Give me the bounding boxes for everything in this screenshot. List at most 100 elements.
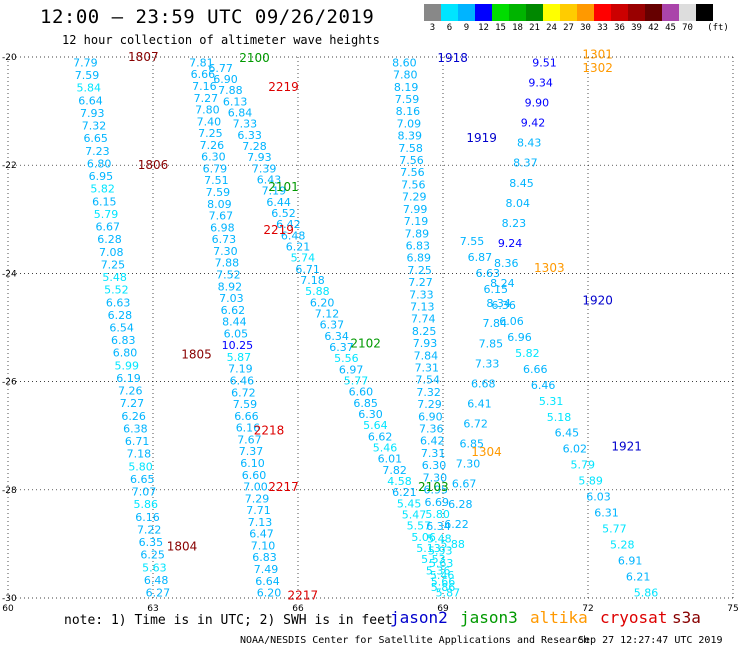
wave-height-point: 7.52: [216, 268, 241, 281]
wave-height-point: 6.10: [240, 457, 265, 470]
wave-height-point: 6.34: [324, 330, 349, 343]
wave-height-point: 6.64: [255, 575, 280, 588]
scale-swatch: [560, 4, 577, 21]
wave-height-point: 9.42: [521, 117, 546, 130]
page-subtitle: 12 hour collection of altimeter wave hei…: [62, 33, 380, 47]
wave-height-point: 7.80: [393, 69, 418, 82]
x-tick-label: 66: [292, 604, 304, 614]
scale-label: 30: [580, 23, 591, 33]
wave-height-point: 7.18: [300, 274, 325, 287]
wave-height-point: 6.71: [125, 435, 150, 448]
wave-height-point: 6.42: [420, 435, 445, 448]
wave-height-point: 6.41: [467, 397, 492, 410]
wave-height-point: 6.85: [460, 438, 485, 451]
wave-height-point: 6.21: [392, 486, 417, 499]
wave-height-point: 7.93: [413, 337, 438, 350]
wave-height-point: 6.30: [201, 151, 226, 164]
wave-height-point: 5.86: [634, 587, 659, 600]
wave-height-point: 5.46: [373, 441, 398, 454]
scale-swatch: [594, 4, 611, 21]
wave-height-point: 7.27: [120, 397, 145, 410]
wave-height-point: 6.95: [89, 170, 114, 183]
wave-height-point: 7.59: [75, 69, 100, 82]
wave-height-point: 10.25: [222, 339, 254, 352]
wave-height-point: 7.26: [200, 139, 225, 152]
wave-height-point: 6.48: [281, 229, 306, 242]
wave-height-point: 7.36: [419, 423, 444, 436]
wave-height-point: 7.93: [247, 151, 272, 164]
wave-height-point: 6.44: [266, 196, 291, 209]
wave-height-point: 6.42: [276, 218, 301, 231]
wave-height-point: 6.36: [491, 299, 516, 312]
y-tick-label: -24: [2, 269, 17, 279]
wave-height-point: 7.25: [198, 127, 223, 140]
wave-height-point: 5.99: [115, 359, 140, 372]
y-tick-label: -26: [2, 378, 17, 388]
pass-time-label: 1918: [437, 51, 468, 65]
page-title: 12:00 – 23:59 UTC 09/26/2019: [40, 6, 375, 28]
wave-height-point: 7.67: [209, 210, 234, 223]
wave-height-point: 6.48: [144, 574, 169, 587]
wave-height-point: 7.80: [195, 104, 220, 117]
wave-height-point: 5.66: [431, 575, 456, 588]
generated-timestamp: Sep 27 12:27:47 UTC 2019: [578, 635, 723, 646]
scale-swatch: [509, 4, 526, 21]
pass-time-label: 1920: [582, 293, 613, 307]
wave-height-point: 8.34: [486, 297, 511, 310]
wave-height-point: 6.72: [231, 386, 256, 399]
wave-height-point: 7.25: [101, 258, 126, 271]
wave-height-point: 7.59: [233, 398, 258, 411]
wave-height-point: 7.19: [404, 215, 429, 228]
wave-height-point: 8.23: [502, 217, 527, 230]
wave-height-point: 8.60: [392, 56, 417, 69]
wave-height-point: 5.56: [334, 352, 359, 365]
scale-label: 3: [429, 23, 436, 33]
wave-height-point: 7.19: [228, 363, 253, 376]
wave-height-point: 7.74: [411, 313, 436, 326]
wave-height-point: 5.87: [227, 351, 252, 364]
wave-height-point: 7.13: [410, 300, 435, 313]
wave-height-point: 5.86: [431, 581, 456, 594]
wave-height-point: 8.36: [494, 257, 519, 270]
wave-height-point: 7.27: [408, 276, 433, 289]
wave-height-point: 7.33: [409, 288, 434, 301]
wave-height-point: 6.28: [97, 233, 122, 246]
wave-height-point: 7.67: [237, 433, 262, 446]
pass-time-label: 1921: [611, 440, 642, 454]
wave-height-point: 6.83: [111, 334, 136, 347]
wave-height-point: 7.32: [82, 120, 107, 133]
wave-height-point: 7.58: [398, 142, 423, 155]
x-tick-label: 63: [147, 604, 158, 614]
wave-height-point: 7.13: [248, 516, 273, 529]
wave-height-point: 6.87: [468, 251, 493, 264]
wave-height-point: 6.47: [249, 528, 274, 541]
wave-height-point: 6.65: [130, 473, 155, 486]
wave-height-point: 6.46: [531, 379, 556, 392]
pass-time-label: 2101: [268, 180, 299, 194]
pass-time-label: 2102: [350, 337, 381, 351]
scale-label: 42: [648, 23, 659, 33]
scale-swatch: [696, 4, 713, 21]
wave-height-point: 6.30: [358, 408, 383, 421]
wave-height-point: 5.79: [94, 208, 119, 221]
scale-label: 21: [529, 23, 540, 33]
wave-height-point: 7.37: [239, 445, 264, 458]
wave-height-point: 6.66: [234, 410, 259, 423]
scale-swatch: [475, 4, 492, 21]
wave-height-point: 7.88: [215, 257, 240, 270]
scale-label: 24: [546, 23, 557, 33]
wave-height-point: 7.19: [262, 185, 287, 198]
wave-height-point: 7.09: [397, 117, 422, 130]
wave-height-point: 6.15: [92, 195, 117, 208]
pass-time-label: 2219: [263, 223, 294, 237]
scale-label: 70: [682, 23, 693, 33]
wave-height-point: 8.45: [509, 177, 534, 190]
wave-height-point: 6.28: [108, 309, 133, 322]
wave-height-point: 6.64: [78, 94, 103, 107]
wave-height-point: 6.67: [452, 478, 477, 491]
wave-height-point: 6.73: [212, 233, 237, 246]
scale-swatch: [645, 4, 662, 21]
wave-height-point: 6.16: [236, 422, 261, 435]
wave-height-point: 7.56: [399, 154, 424, 167]
wave-height-point: 6.71: [295, 263, 320, 276]
